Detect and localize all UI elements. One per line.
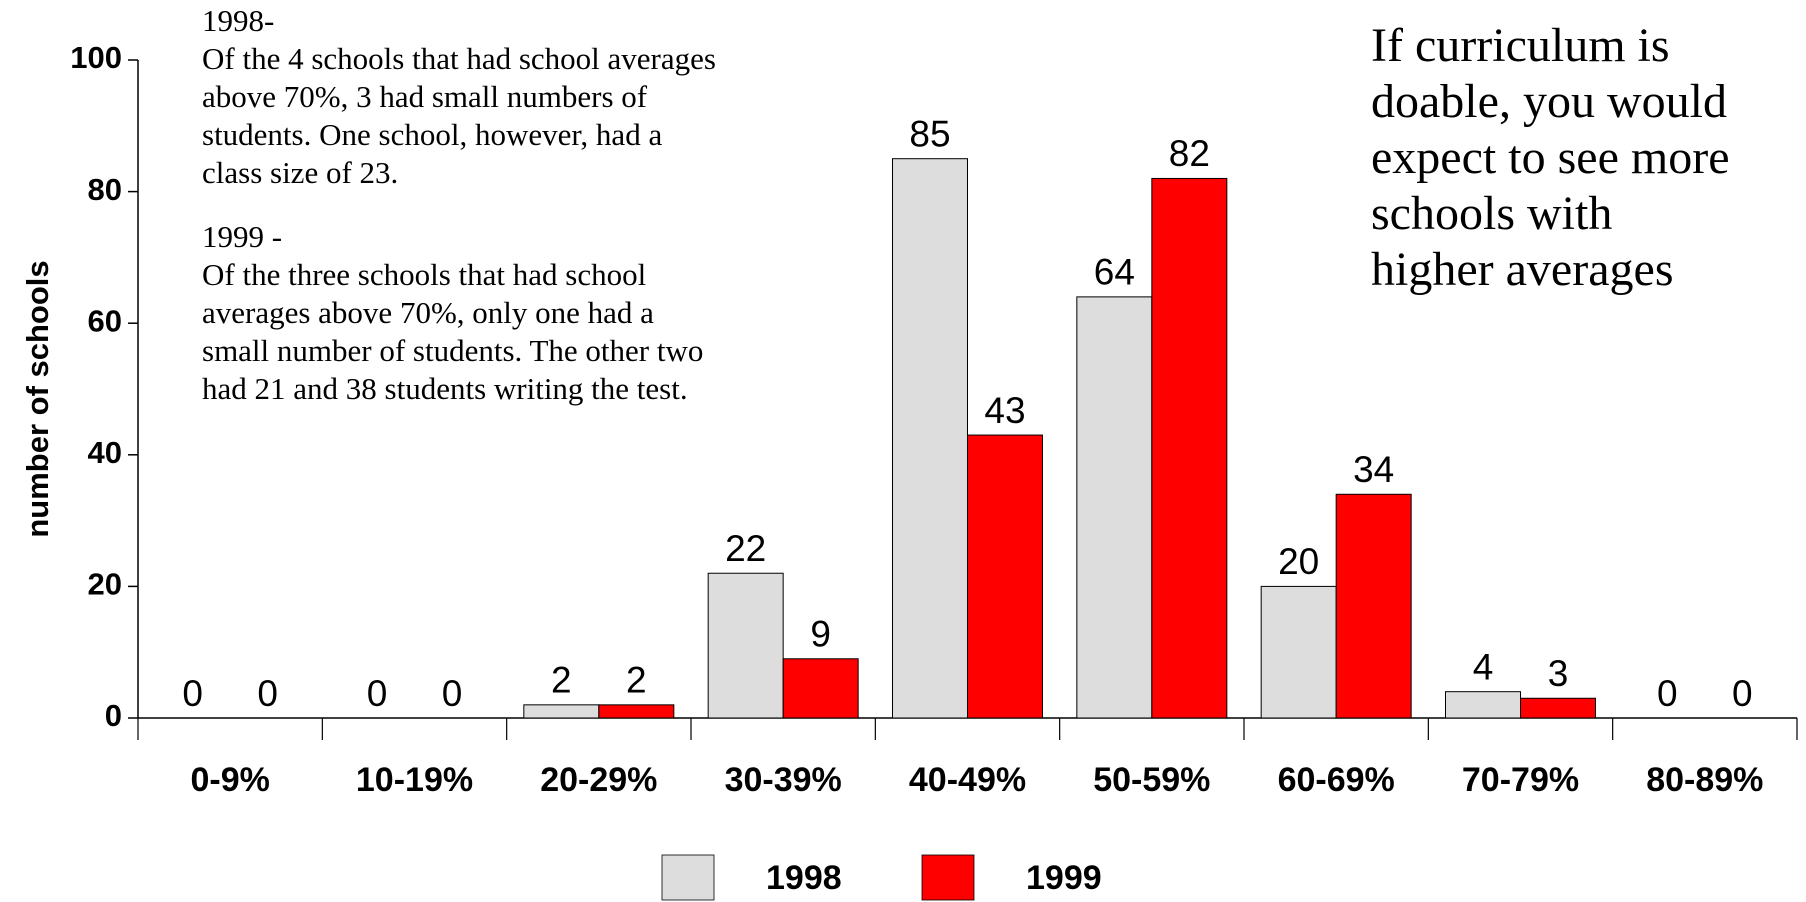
bar — [1445, 691, 1521, 719]
bar — [707, 572, 784, 719]
data-label: 2 — [551, 660, 572, 701]
bar — [967, 434, 1043, 719]
callout-line: schools with — [1371, 187, 1612, 240]
legend-swatch — [661, 854, 715, 901]
callout-line: doable, you would — [1371, 75, 1727, 128]
note-line: averages above 70%, only one had a — [202, 295, 654, 330]
bar — [1520, 697, 1596, 719]
note-heading: 1998- — [202, 3, 274, 38]
data-label: 2 — [626, 660, 647, 701]
y-tick-label: 20 — [88, 567, 122, 602]
bar — [523, 704, 600, 719]
data-label: 82 — [1169, 133, 1210, 174]
note-heading: 1999 - — [202, 219, 282, 254]
bar — [1335, 493, 1412, 719]
x-tick-label: 50-59% — [1093, 761, 1210, 799]
legend-label: 1999 — [1026, 859, 1102, 897]
bar — [1260, 585, 1337, 719]
data-label: 22 — [725, 528, 766, 569]
data-label: 0 — [257, 673, 278, 714]
bar — [892, 158, 968, 719]
data-label: 64 — [1094, 252, 1135, 293]
data-label: 4 — [1473, 646, 1494, 687]
x-tick-label: 0-9% — [190, 761, 269, 799]
y-tick-label: 100 — [70, 40, 122, 75]
legend-label: 1998 — [766, 859, 842, 897]
note-line: Of the 4 schools that had school average… — [202, 41, 716, 76]
note-line: students. One school, however, had a — [202, 117, 662, 152]
data-label: 0 — [1732, 673, 1753, 714]
data-label: 85 — [909, 113, 950, 154]
x-tick-label: 70-79% — [1462, 761, 1579, 799]
legend-swatch — [921, 854, 975, 901]
bar — [1151, 177, 1228, 719]
data-label: 0 — [182, 673, 203, 714]
y-tick-label: 0 — [105, 698, 122, 733]
x-tick-label: 40-49% — [909, 761, 1026, 799]
data-label: 3 — [1548, 653, 1569, 694]
bar — [1076, 296, 1153, 719]
x-tick-label: 30-39% — [725, 761, 842, 799]
data-label: 9 — [810, 614, 831, 655]
note-line: small number of students. The other two — [202, 333, 703, 368]
y-tick-label: 40 — [88, 435, 122, 470]
x-tick-label: 60-69% — [1278, 761, 1395, 799]
data-label: 0 — [1657, 673, 1678, 714]
y-axis-label: number of schools — [20, 260, 55, 537]
y-tick-label: 60 — [88, 303, 122, 338]
callout-line: higher averages — [1371, 243, 1674, 296]
y-tick-label: 80 — [88, 172, 122, 207]
callout-line: If curriculum is — [1371, 19, 1670, 72]
data-label: 0 — [442, 673, 463, 714]
note-line: above 70%, 3 had small numbers of — [202, 79, 648, 114]
bar — [782, 658, 859, 719]
note-line: Of the three schools that had school — [202, 257, 646, 292]
bar — [598, 704, 675, 719]
callout-line: expect to see more — [1371, 131, 1730, 184]
data-label: 0 — [367, 673, 388, 714]
note-line: had 21 and 38 students writing the test. — [202, 371, 688, 406]
data-label: 20 — [1278, 541, 1319, 582]
data-label: 34 — [1353, 449, 1394, 490]
data-label: 43 — [984, 390, 1025, 431]
x-tick-label: 80-89% — [1646, 761, 1763, 799]
note-line: class size of 23. — [202, 155, 398, 190]
x-tick-label: 10-19% — [356, 761, 473, 799]
x-tick-label: 20-29% — [540, 761, 657, 799]
